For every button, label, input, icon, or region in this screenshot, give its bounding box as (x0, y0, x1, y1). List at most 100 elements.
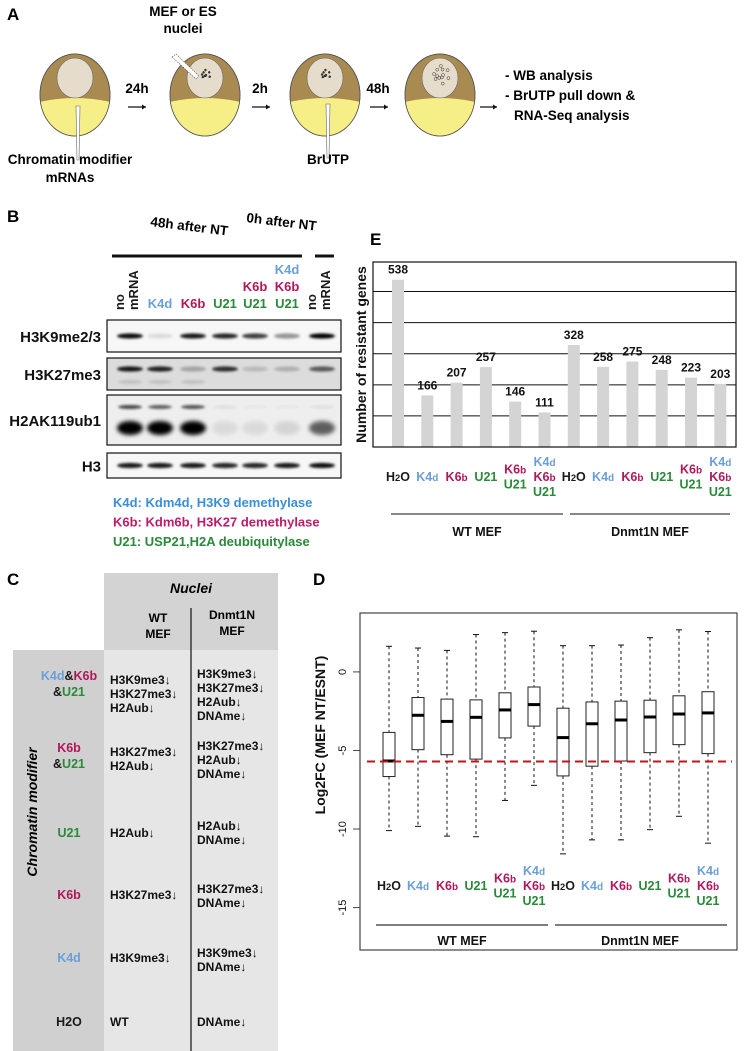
bar (655, 369, 668, 447)
panel-label-c: C (7, 570, 19, 589)
box-iqr (556, 707, 570, 777)
embryo-2 (169, 53, 241, 137)
box-iqr (527, 686, 541, 727)
box-iqr (382, 731, 396, 778)
band (274, 462, 300, 469)
nuclei-header: Nuclei (170, 580, 213, 596)
vegetal-pole (170, 98, 240, 136)
y-tick-label: -5 (337, 746, 349, 756)
panel-label-e: E (370, 230, 381, 249)
box-iqr (643, 699, 657, 754)
arrow-head-icon (266, 104, 270, 110)
legend-line: K6b: Kdm6b, H3K27 demethylase (113, 515, 320, 530)
row-axis-label: Chromatin modifier (24, 746, 40, 877)
germinal-vesicle (306, 57, 344, 99)
wt-mef-cell: H2Aub↓ (110, 759, 155, 773)
box-iqr (701, 691, 715, 755)
lane-label-k6b: K6b (275, 279, 300, 294)
time-48h: 48h (366, 81, 389, 96)
box-6 (527, 630, 541, 786)
row-label-background (13, 650, 104, 1051)
dnmt1n-mef-cell: H3K9me3↓ (197, 946, 258, 960)
blot-h2ak119ub1: H2AK119ub1 (9, 394, 342, 446)
arrow-head-icon (384, 104, 388, 110)
nuclei-dots-icon (327, 71, 331, 74)
lane-label-no-mrna: mRNA (126, 270, 141, 310)
x-tick-label-k6b: K6b (621, 470, 643, 484)
blot-h3: H3 (82, 452, 342, 479)
wt-mef-cell: H2Aub↓ (110, 826, 155, 840)
x-tick-label-k6b: K6b (494, 872, 516, 886)
row-label: K4d&K6b (41, 669, 98, 683)
modifier-label-line1: Chromatin modifier (8, 152, 133, 167)
germinal-vesicle (56, 57, 94, 99)
panel-a: A MEF or ES nuclei 24h 2h 48h Chromatin … (7, 4, 635, 185)
box-iqr (469, 699, 483, 760)
nuclei-dots-icon (204, 68, 207, 72)
x-tick-label-k6b: K6b (436, 879, 458, 893)
bar-value-label: 275 (622, 344, 642, 358)
box-iqr (585, 701, 599, 767)
nuclei-dots-icon (433, 77, 438, 81)
x-tick-label-u21: U21 (465, 879, 488, 893)
bar (567, 345, 580, 447)
nuclei-dots-icon (440, 75, 444, 80)
x-tick-label-k6b: K6b (533, 470, 555, 484)
box-10 (643, 637, 657, 831)
legend-line: U21: USP21,H2A deubiquitylase (113, 534, 310, 549)
band (274, 333, 300, 339)
dnmt1n-mef-cell: DNAme↓ (197, 1015, 246, 1029)
vegetal-pole (405, 98, 475, 136)
lane-label-u21: U21 (243, 296, 267, 311)
lane-label-no-mrna: mRNA (318, 270, 333, 310)
needle-nuclei-icon (171, 53, 200, 80)
box-3 (440, 649, 454, 837)
blot-h3k27me3: H3K27me3 (24, 357, 342, 391)
header-0h-after-nt: 0h after NT (246, 210, 319, 234)
x-tick-label-u21: U21 (668, 887, 691, 901)
nuclei-dots-icon (432, 72, 436, 76)
dnmt1n-mef-cell: H2Aub↓ (197, 695, 242, 709)
bar (685, 377, 697, 447)
table-row: K6b&U21H3K27me3↓H2Aub↓H3K27me3↓H2Aub↓DNA… (53, 739, 264, 781)
x-tick-label-u21: U21 (494, 887, 517, 901)
dnmt1n-mef-cell: DNAme↓ (197, 833, 246, 847)
y-tick-label: 0 (337, 669, 349, 675)
group-label-dnmt1n-mef: Dnmt1N MEF (601, 934, 679, 948)
blot-frame (106, 357, 342, 391)
box-iqr (672, 695, 686, 746)
x-tick-label-k6b: K6b (709, 470, 731, 484)
nuclei-dots-icon (328, 75, 331, 78)
bar (421, 395, 434, 447)
arrow-head-icon (493, 104, 497, 110)
col-dnmt-line2: MEF (219, 624, 244, 638)
wt-mef-cell: H3K27me3↓ (110, 745, 177, 759)
nuclei-dots-icon (200, 73, 204, 76)
wt-mef-cell: H2Aub↓ (110, 701, 155, 715)
nuclei-dots-icon (201, 75, 205, 79)
bar (450, 382, 463, 447)
panel-b: B 48h after NT 0h after NT no mRNA K4d K6b U… (7, 207, 342, 549)
band (117, 421, 143, 435)
nuclei-dots-icon (322, 71, 325, 74)
nuclei-dots-icon (203, 74, 206, 78)
nuclei-dots-icon (320, 73, 324, 76)
row-label: &U21 (53, 757, 85, 771)
band (242, 366, 268, 372)
band (117, 462, 143, 469)
box-4 (469, 634, 483, 838)
dnmt1n-mef-cell: H3K27me3↓ (197, 681, 264, 695)
vegetal-pole (290, 98, 360, 136)
x-tick-label-u21: U21 (709, 485, 732, 499)
nuclei-dots-icon (439, 64, 443, 68)
nuclei-dots-icon (435, 74, 439, 78)
bar (479, 367, 492, 447)
faint-band (118, 380, 142, 384)
blot-label: H3K9me2/3 (20, 329, 101, 346)
upper-band (275, 405, 299, 409)
y-axis-label: Number of resistant genes (353, 266, 369, 443)
germinal-vesicle (421, 57, 459, 99)
header-48h-after-nt: 48h after NT (150, 214, 230, 238)
